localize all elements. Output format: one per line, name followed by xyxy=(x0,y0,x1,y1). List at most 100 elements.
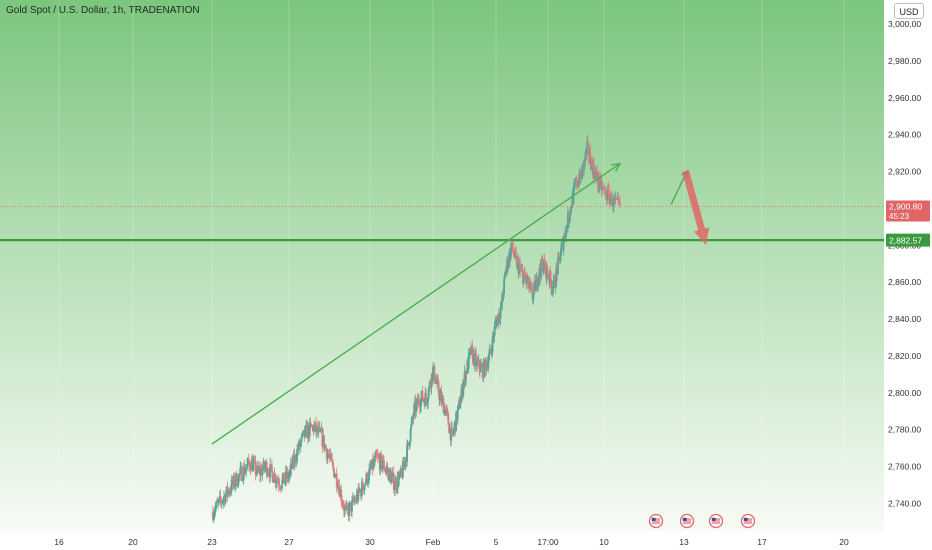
x-tick-label: 17 xyxy=(757,537,767,547)
candle-body xyxy=(270,464,273,472)
candle-body xyxy=(274,474,277,484)
candle-body xyxy=(397,477,400,487)
candle-body xyxy=(586,141,589,148)
x-tick-label: 5 xyxy=(494,537,499,547)
candle-body xyxy=(444,410,447,415)
candle-body xyxy=(554,286,557,288)
x-tick-label: 30 xyxy=(365,537,375,547)
candle-body xyxy=(383,469,386,471)
candle-body xyxy=(441,397,443,403)
y-tick-label: 2,760.00 xyxy=(888,462,921,472)
candle-body xyxy=(400,468,403,473)
candle-body xyxy=(600,179,603,191)
candle-body xyxy=(217,498,220,502)
x-tick-label: 10 xyxy=(599,537,609,547)
candle-body xyxy=(352,498,355,502)
us-flag-event-icon[interactable] xyxy=(740,513,756,529)
candle-body xyxy=(381,465,384,469)
candle-body xyxy=(378,457,380,460)
candle-body xyxy=(596,171,599,181)
candle-body xyxy=(575,178,578,187)
candle-body xyxy=(418,404,421,408)
us-flag-event-icon[interactable] xyxy=(679,513,695,529)
candle-body xyxy=(529,283,532,287)
candle-body xyxy=(433,365,436,382)
currency-button[interactable]: USD xyxy=(894,3,924,19)
candle-body xyxy=(516,260,519,268)
last-price-badge xyxy=(886,200,930,222)
us-flag-event-icon[interactable] xyxy=(708,513,724,529)
candle-body xyxy=(294,455,297,462)
candle-body xyxy=(528,287,531,289)
candle-body xyxy=(447,414,450,426)
candle-body xyxy=(271,471,274,482)
price-axis xyxy=(884,0,932,550)
candle-body xyxy=(581,166,584,179)
candle-body xyxy=(253,460,255,464)
candle-body xyxy=(584,152,587,162)
candle-body xyxy=(295,460,298,462)
us-flag-event-icon[interactable] xyxy=(648,513,664,529)
candle-body xyxy=(484,359,487,363)
candle-body xyxy=(437,379,439,382)
candle-body xyxy=(429,382,432,386)
candle-body xyxy=(510,245,513,248)
candle-body xyxy=(412,416,415,419)
y-tick-label: 2,940.00 xyxy=(888,130,921,140)
candle-body xyxy=(573,185,576,188)
candle-body xyxy=(493,326,496,337)
candle-body xyxy=(539,268,541,274)
candle-body xyxy=(558,254,561,258)
candle-body xyxy=(475,354,478,367)
candle-body xyxy=(244,470,247,474)
chart-background xyxy=(0,0,884,531)
candle-body xyxy=(224,494,227,503)
candle-body xyxy=(446,409,448,412)
candle-body xyxy=(281,479,284,489)
candle-body xyxy=(493,336,495,338)
candle-body xyxy=(423,399,425,401)
candle-body xyxy=(222,499,225,503)
candle-body xyxy=(528,277,530,289)
candle-body xyxy=(353,500,356,502)
candle-body xyxy=(587,143,590,157)
candle-body xyxy=(246,464,248,468)
candle-body xyxy=(317,427,320,433)
last-price-label: 2,900.80 xyxy=(889,201,922,211)
candle-body xyxy=(611,194,613,207)
candle-body xyxy=(331,458,334,463)
candle-body xyxy=(241,479,244,481)
candle-body xyxy=(459,403,462,409)
candle-body xyxy=(344,507,347,509)
candle-body xyxy=(215,501,218,508)
candle-body xyxy=(498,312,501,318)
candle-body xyxy=(280,488,283,490)
candle-body xyxy=(368,469,370,481)
candle-body xyxy=(543,259,546,265)
candle-body xyxy=(534,280,537,291)
candle-body xyxy=(351,500,353,512)
candle-body xyxy=(564,237,567,239)
candle-body xyxy=(237,474,240,485)
y-tick-label: 3,000.00 xyxy=(888,19,921,29)
candle-body xyxy=(450,427,453,441)
candle-body xyxy=(370,467,373,469)
candle-body xyxy=(530,286,533,289)
trendline-arrowhead xyxy=(610,162,622,172)
x-tick-label: 27 xyxy=(284,537,294,547)
candle-body xyxy=(323,435,325,449)
candle-body xyxy=(609,199,612,204)
candle-body xyxy=(468,351,471,354)
candle-body xyxy=(235,473,238,486)
trendline[interactable] xyxy=(211,163,621,445)
candle-body xyxy=(406,444,408,462)
candle-body xyxy=(390,476,393,484)
candle-body xyxy=(342,503,344,507)
candle-body xyxy=(538,268,541,280)
candle-body xyxy=(384,470,387,472)
candle-body xyxy=(357,487,360,501)
candle-body xyxy=(425,392,427,399)
candle-body xyxy=(361,482,364,489)
candle-body xyxy=(460,394,462,404)
